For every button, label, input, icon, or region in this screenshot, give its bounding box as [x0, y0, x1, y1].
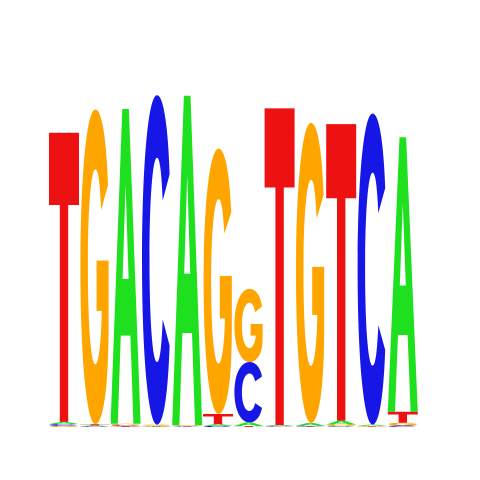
letter-A-pos3: [110, 108, 141, 424]
logo-position-7: [233, 288, 264, 427]
letter-A-pos1: [49, 421, 79, 425]
letter-G-pos12: [388, 422, 417, 426]
letter-A-pos11: [357, 424, 387, 426]
letter-C-pos11: [357, 113, 386, 425]
letter-T-pos5: [172, 425, 203, 427]
letter-T-pos8: [264, 108, 295, 425]
letter-C-pos8: [265, 425, 293, 427]
letter-G-pos4: [142, 424, 171, 426]
letter-A-pos6: [203, 424, 233, 426]
letter-A-pos10: [326, 420, 357, 425]
letter-T-pos2: [79, 424, 110, 426]
logo-position-6: [203, 148, 233, 427]
letter-A-pos12: [387, 137, 418, 412]
logo-position-1: [49, 132, 79, 427]
letter-C-pos10: [326, 426, 355, 427]
letter-C-pos9: [296, 425, 324, 427]
letter-G-pos1: [49, 425, 78, 427]
letter-A-pos7: [233, 422, 264, 427]
logo-position-8: [264, 108, 295, 427]
letter-C-pos7: [234, 362, 262, 423]
letter-A-pos5: [172, 95, 203, 426]
letter-A-pos2: [79, 425, 110, 427]
logo-position-11: [357, 113, 387, 427]
logo-position-9: [295, 122, 326, 427]
letter-G-pos8: [265, 426, 294, 427]
letter-C-pos4: [142, 95, 170, 425]
letter-G-pos2: [80, 109, 109, 425]
letter-A-pos9: [295, 422, 326, 426]
logo-position-5: [172, 95, 203, 427]
letter-T-pos9: [295, 426, 326, 427]
letter-C-pos12: [388, 425, 416, 427]
letter-stacks: [49, 95, 418, 427]
letter-C-pos3: [111, 425, 139, 427]
letter-T-pos1: [49, 132, 79, 422]
letter-A-pos8: [264, 424, 295, 426]
letter-G-pos11: [357, 425, 386, 427]
letter-C-pos6: [203, 425, 232, 427]
letter-T-pos12: [387, 411, 418, 423]
letter-T-pos11: [357, 426, 387, 427]
logo-position-2: [79, 109, 110, 427]
letter-G-pos3: [111, 423, 140, 426]
letter-T-pos4: [141, 426, 172, 427]
logo-position-4: [141, 95, 172, 427]
letter-T-pos6: [203, 414, 233, 425]
letter-T-pos10: [326, 124, 357, 421]
letter-G-pos10: [326, 424, 355, 427]
letter-C-pos5: [172, 426, 201, 427]
letter-G-pos7: [234, 288, 263, 363]
letter-T-pos7: [233, 426, 264, 427]
logo-position-12: [387, 137, 418, 427]
letter-C-pos1: [49, 424, 78, 426]
letter-G-pos6: [203, 148, 232, 415]
letter-C-pos2: [80, 426, 109, 427]
letter-G-pos9: [296, 122, 325, 423]
logo-position-3: [110, 108, 141, 427]
letter-G-pos5: [172, 425, 201, 426]
logo-position-10: [326, 124, 357, 427]
letter-A-pos4: [141, 425, 172, 427]
letter-T-pos3: [110, 426, 141, 427]
